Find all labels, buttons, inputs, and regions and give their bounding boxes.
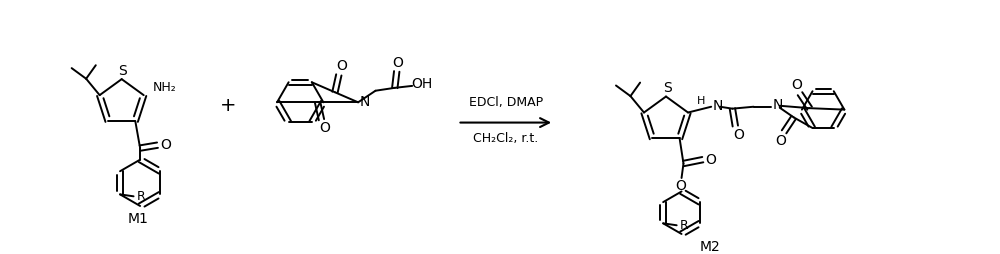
Text: O: O	[336, 59, 347, 73]
Text: O: O	[705, 153, 716, 167]
Text: NH₂: NH₂	[153, 81, 177, 94]
Text: N: N	[713, 99, 723, 113]
Text: O: O	[675, 179, 686, 193]
Text: O: O	[776, 134, 787, 148]
Text: S: S	[664, 81, 672, 95]
Text: M1: M1	[128, 213, 149, 227]
Text: M2: M2	[700, 241, 721, 254]
Text: N: N	[360, 95, 370, 109]
Text: O: O	[792, 78, 803, 92]
Text: +: +	[220, 96, 236, 115]
Text: S: S	[118, 65, 127, 78]
Text: CH₂Cl₂, r.t.: CH₂Cl₂, r.t.	[473, 133, 538, 146]
Text: OH: OH	[411, 77, 432, 91]
Text: O: O	[392, 56, 403, 70]
Text: R: R	[137, 190, 146, 203]
Text: O: O	[319, 121, 330, 135]
Text: O: O	[161, 138, 172, 152]
Text: O: O	[733, 128, 744, 142]
Text: EDCl, DMAP: EDCl, DMAP	[469, 96, 543, 109]
Text: N: N	[773, 98, 783, 112]
Text: R: R	[680, 219, 689, 232]
Text: H: H	[696, 96, 705, 106]
